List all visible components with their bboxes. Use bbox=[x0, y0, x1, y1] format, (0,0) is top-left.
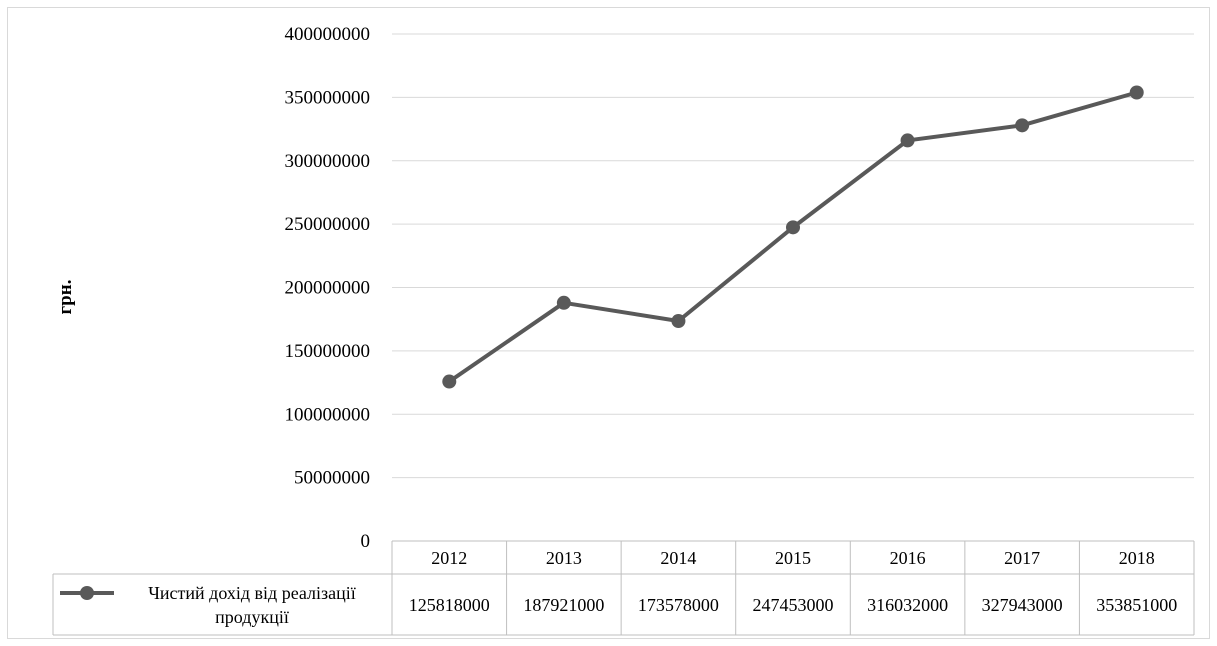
data-point-marker bbox=[786, 220, 800, 235]
x-category-label: 2016 bbox=[890, 548, 926, 568]
table-value-cell: 187921000 bbox=[523, 595, 604, 615]
table-value-cell: 125818000 bbox=[409, 595, 490, 615]
table-value-cell: 353851000 bbox=[1096, 595, 1177, 615]
x-category-label: 2012 bbox=[431, 548, 467, 568]
series-line bbox=[447, 90, 1139, 384]
x-category-label: 2015 bbox=[775, 548, 811, 568]
legend-label-line2: продукції bbox=[215, 607, 289, 627]
data-table: 2012 2013 2014 2015 2016 2017 2018 125818000 187… bbox=[52, 540, 1195, 636]
y-tick-label: 0 bbox=[361, 531, 371, 552]
data-point-marker bbox=[1015, 118, 1030, 133]
y-axis-tick-labels: 0 50000000 100000000 150000000 200000000 2500… bbox=[285, 24, 371, 552]
series-line-group bbox=[442, 85, 1144, 389]
table-value-cell: 247453000 bbox=[753, 595, 834, 615]
y-tick-label: 150000000 bbox=[285, 341, 371, 362]
y-tick-label: 300000000 bbox=[285, 151, 371, 172]
y-tick-label: 50000000 bbox=[294, 468, 370, 489]
y-tick-label: 100000000 bbox=[285, 404, 371, 425]
y-tick-label: 250000000 bbox=[285, 214, 371, 235]
table-value-cell: 316032000 bbox=[867, 595, 948, 615]
x-category-label: 2013 bbox=[546, 548, 582, 568]
y-tick-label: 350000000 bbox=[285, 87, 371, 108]
table-value-cell: 173578000 bbox=[638, 595, 719, 615]
legend-label-line1: Чистий дохід від реалізації bbox=[148, 583, 356, 603]
data-point-marker bbox=[900, 133, 915, 148]
data-point-marker bbox=[671, 313, 686, 328]
x-category-label: 2017 bbox=[1004, 548, 1040, 568]
data-point-marker bbox=[1129, 85, 1144, 100]
y-tick-label: 400000000 bbox=[285, 24, 371, 45]
x-category-label: 2014 bbox=[660, 548, 696, 568]
data-point-marker bbox=[442, 374, 457, 389]
x-category-label: 2018 bbox=[1119, 548, 1155, 568]
y-tick-label: 200000000 bbox=[285, 278, 371, 299]
table-value-cell: 327943000 bbox=[982, 595, 1063, 615]
y-axis-label: грн. bbox=[55, 280, 76, 315]
legend-marker-swatch bbox=[80, 586, 94, 600]
gridlines bbox=[392, 33, 1194, 479]
chart-frame bbox=[7, 7, 1210, 639]
data-point-marker bbox=[556, 295, 571, 310]
